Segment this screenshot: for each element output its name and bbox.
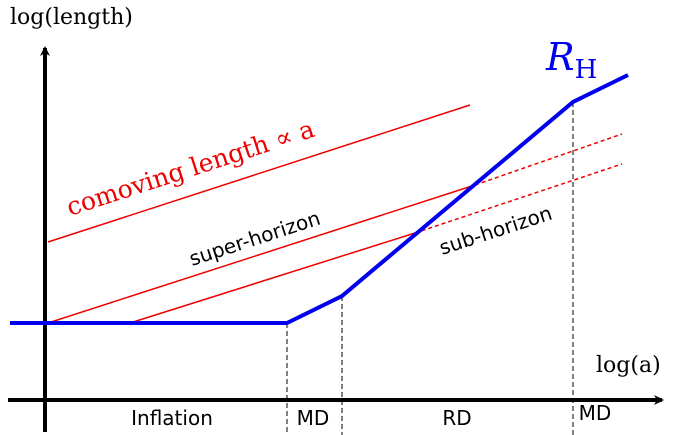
comoving-line-dotted [414, 163, 623, 234]
subscript: H [575, 55, 598, 85]
comoving-label: comoving length ∝ a [63, 114, 318, 222]
era-separators [286, 102, 574, 435]
era-label: RD [442, 406, 471, 430]
super-horizon-label: super-horizon [186, 206, 323, 271]
era-label: MD [297, 406, 330, 430]
era-label: MD [579, 401, 612, 425]
symbol: R [545, 35, 575, 79]
comoving-line [47, 104, 471, 243]
comoving-line [47, 184, 476, 324]
hubble-label: RH [545, 35, 597, 85]
comoving-line-dotted [474, 133, 623, 186]
era-labels: Inflation MD RD MD [131, 401, 611, 430]
sub-horizon-label: sub-horizon [436, 201, 555, 260]
hubble-radius [10, 73, 629, 325]
comoving-lines [47, 104, 623, 324]
comoving-line [129, 232, 416, 324]
era-label: Inflation [131, 406, 213, 430]
y-axis-label: log(length) [10, 5, 133, 30]
x-axis-label: log(a) [596, 353, 661, 378]
